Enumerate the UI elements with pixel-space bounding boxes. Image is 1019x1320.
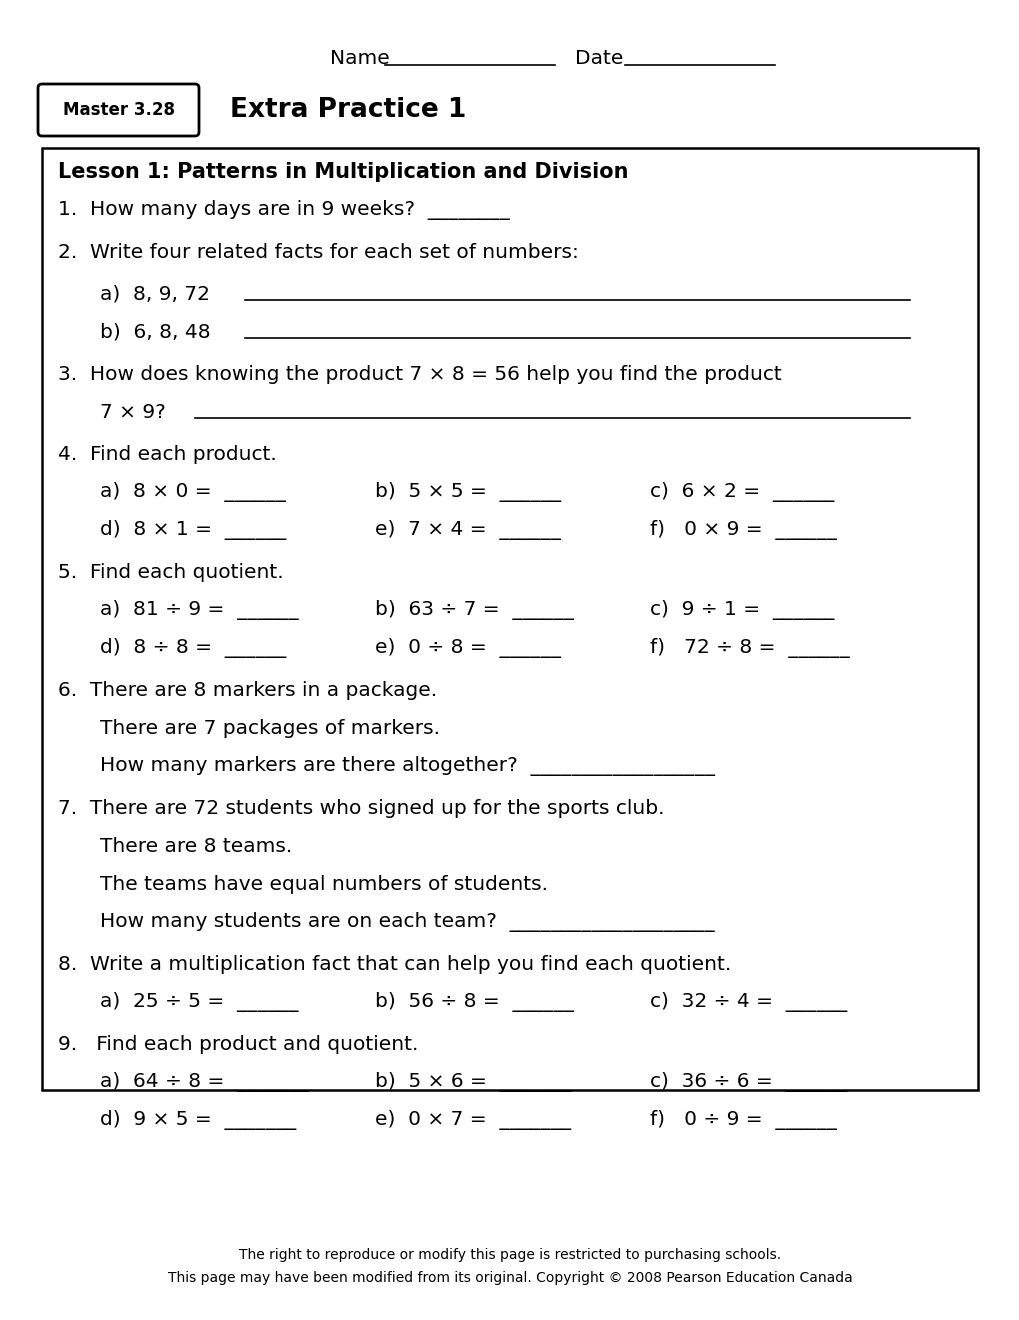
Text: c)  32 ÷ 4 =  ______: c) 32 ÷ 4 = ______ — [649, 993, 847, 1012]
Text: 9.   Find each product and quotient.: 9. Find each product and quotient. — [58, 1035, 418, 1053]
Text: a)  8, 9, 72: a) 8, 9, 72 — [100, 285, 210, 304]
Text: 3.  How does knowing the product 7 × 8 = 56 help you find the product: 3. How does knowing the product 7 × 8 = … — [58, 364, 781, 384]
Text: There are 8 teams.: There are 8 teams. — [100, 837, 292, 855]
Text: f)   72 ÷ 8 =  ______: f) 72 ÷ 8 = ______ — [649, 638, 849, 657]
Text: a)  64 ÷ 8 =  _______: a) 64 ÷ 8 = _______ — [100, 1072, 309, 1092]
Text: e)  0 × 7 =  _______: e) 0 × 7 = _______ — [375, 1110, 571, 1130]
Text: How many students are on each team?  ____________________: How many students are on each team? ____… — [100, 912, 714, 932]
Text: 7 × 9?: 7 × 9? — [100, 403, 166, 421]
Text: b)  56 ÷ 8 =  ______: b) 56 ÷ 8 = ______ — [375, 993, 574, 1012]
Text: 7.  There are 72 students who signed up for the sports club.: 7. There are 72 students who signed up f… — [58, 799, 663, 817]
Text: d)  8 ÷ 8 =  ______: d) 8 ÷ 8 = ______ — [100, 638, 286, 657]
Text: 8.  Write a multiplication fact that can help you find each quotient.: 8. Write a multiplication fact that can … — [58, 954, 731, 974]
Text: There are 7 packages of markers.: There are 7 packages of markers. — [100, 718, 439, 738]
Text: d)  8 × 1 =  ______: d) 8 × 1 = ______ — [100, 520, 286, 540]
Text: This page may have been modified from its original. Copyright © 2008 Pearson Edu: This page may have been modified from it… — [167, 1271, 852, 1284]
Text: d)  9 × 5 =  _______: d) 9 × 5 = _______ — [100, 1110, 296, 1130]
Text: 2.  Write four related facts for each set of numbers:: 2. Write four related facts for each set… — [58, 243, 579, 261]
Text: f)   0 × 9 =  ______: f) 0 × 9 = ______ — [649, 520, 836, 540]
Text: f)   0 ÷ 9 =  ______: f) 0 ÷ 9 = ______ — [649, 1110, 836, 1130]
Text: 1.  How many days are in 9 weeks?  ________: 1. How many days are in 9 weeks? _______… — [58, 201, 510, 220]
Text: Date: Date — [575, 49, 623, 67]
Text: 4.  Find each product.: 4. Find each product. — [58, 445, 276, 463]
Text: b)  63 ÷ 7 =  ______: b) 63 ÷ 7 = ______ — [375, 601, 574, 620]
Text: Extra Practice 1: Extra Practice 1 — [229, 96, 466, 123]
Text: e)  0 ÷ 8 =  ______: e) 0 ÷ 8 = ______ — [375, 638, 560, 657]
Text: a)  8 × 0 =  ______: a) 8 × 0 = ______ — [100, 482, 285, 502]
Text: a)  25 ÷ 5 =  ______: a) 25 ÷ 5 = ______ — [100, 993, 299, 1012]
Text: 5.  Find each quotient.: 5. Find each quotient. — [58, 562, 283, 582]
FancyBboxPatch shape — [38, 84, 199, 136]
Text: Name: Name — [330, 49, 389, 67]
Text: How many markers are there altogether?  __________________: How many markers are there altogether? _… — [100, 756, 714, 776]
Text: b)  5 × 5 =  ______: b) 5 × 5 = ______ — [375, 482, 560, 502]
Text: a)  81 ÷ 9 =  ______: a) 81 ÷ 9 = ______ — [100, 601, 299, 620]
Text: c)  36 ÷ 6 =  ______: c) 36 ÷ 6 = ______ — [649, 1072, 846, 1092]
Text: c)  6 × 2 =  ______: c) 6 × 2 = ______ — [649, 482, 834, 502]
Text: The right to reproduce or modify this page is restricted to purchasing schools.: The right to reproduce or modify this pa… — [238, 1247, 781, 1262]
Text: e)  7 × 4 =  ______: e) 7 × 4 = ______ — [375, 520, 560, 540]
Text: Master 3.28: Master 3.28 — [63, 102, 175, 119]
Text: b)  5 × 6 =  _______: b) 5 × 6 = _______ — [375, 1072, 571, 1092]
Bar — [42, 148, 977, 1090]
Text: b)  6, 8, 48: b) 6, 8, 48 — [100, 322, 210, 342]
Text: c)  9 ÷ 1 =  ______: c) 9 ÷ 1 = ______ — [649, 601, 834, 620]
Text: 6.  There are 8 markers in a package.: 6. There are 8 markers in a package. — [58, 681, 437, 700]
Text: Lesson 1: Patterns in Multiplication and Division: Lesson 1: Patterns in Multiplication and… — [58, 162, 628, 182]
Text: The teams have equal numbers of students.: The teams have equal numbers of students… — [100, 874, 547, 894]
